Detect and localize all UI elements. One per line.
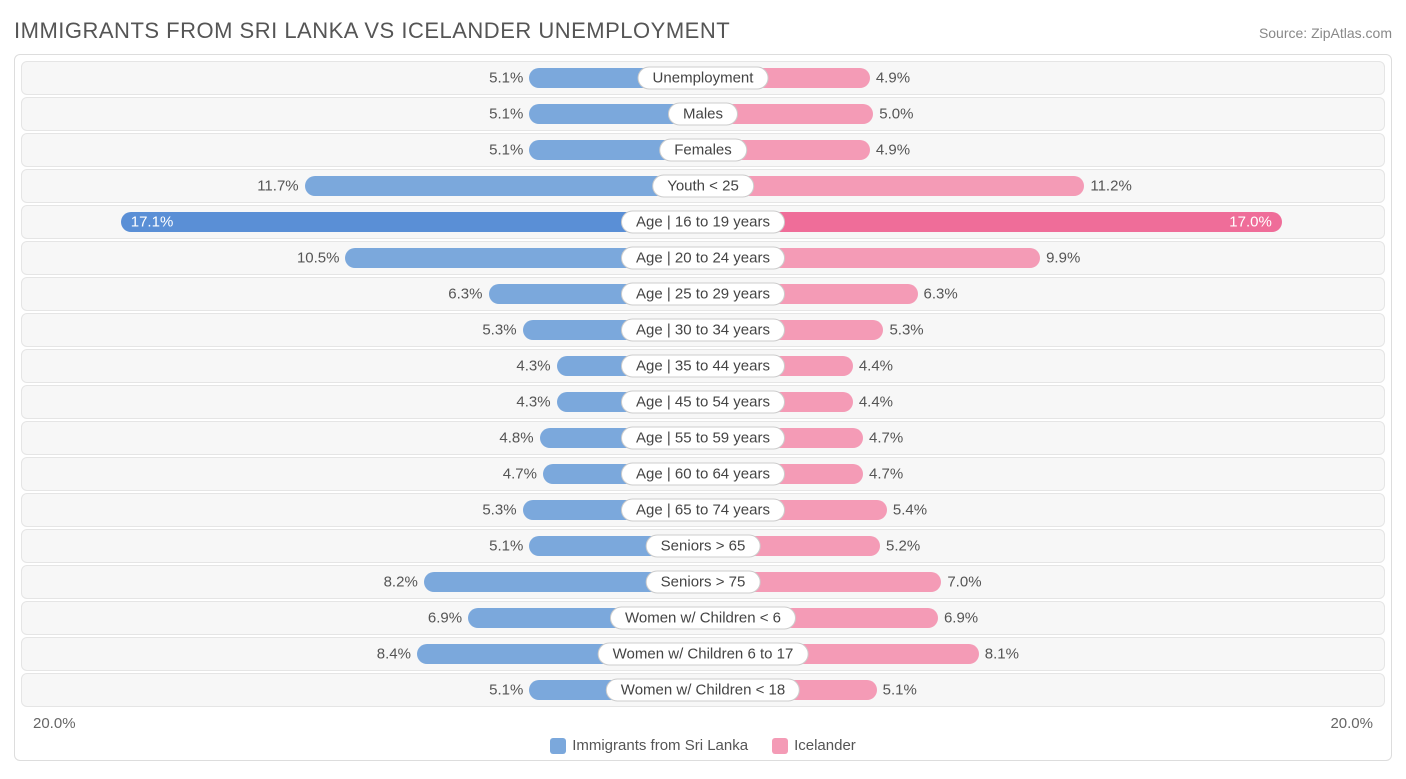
category-label: Unemployment: [638, 67, 769, 90]
chart-row: 10.5% 9.9% Age | 20 to 24 years: [21, 241, 1385, 275]
chart-row: 5.1% 4.9% Unemployment: [21, 61, 1385, 95]
legend-label-right: Icelander: [794, 737, 856, 754]
chart-body: 5.1% 4.9% Unemployment 5.1% 5.0% Males 5.1% 4.9…: [14, 54, 1392, 761]
category-label: Age | 35 to 44 years: [621, 355, 785, 378]
bar-right-value: 4.4%: [859, 358, 893, 375]
bar-right-value: 4.9%: [876, 70, 910, 87]
category-label: Age | 16 to 19 years: [621, 211, 785, 234]
bar-left-value: 4.3%: [516, 394, 550, 411]
category-label: Age | 65 to 74 years: [621, 499, 785, 522]
bar-right-value: 4.7%: [869, 466, 903, 483]
chart-row: 5.1% 5.2% Seniors > 65: [21, 529, 1385, 563]
chart-row: 5.3% 5.4% Age | 65 to 74 years: [21, 493, 1385, 527]
chart-source: Source: ZipAtlas.com: [1259, 25, 1392, 41]
legend-label-left: Immigrants from Sri Lanka: [572, 737, 748, 754]
bar-left-value: 10.5%: [297, 250, 340, 267]
chart-row: 5.1% 5.1% Women w/ Children < 18: [21, 673, 1385, 707]
bar-right-value: 5.0%: [879, 106, 913, 123]
bar-left-value: 5.3%: [482, 322, 516, 339]
category-label: Females: [659, 139, 747, 162]
legend-item-left: Immigrants from Sri Lanka: [550, 737, 748, 754]
bar-left-value: 5.1%: [489, 70, 523, 87]
bar-right-value: 4.9%: [876, 142, 910, 159]
category-label: Women w/ Children < 6: [610, 607, 796, 630]
bar-right-value: 5.2%: [886, 538, 920, 555]
category-label: Women w/ Children < 18: [606, 679, 800, 702]
category-label: Seniors > 75: [646, 571, 761, 594]
bar-left-value: 5.3%: [482, 502, 516, 519]
legend-item-right: Icelander: [772, 737, 856, 754]
bar-left-value: 5.1%: [489, 538, 523, 555]
bar-left-value: 8.2%: [384, 574, 418, 591]
bar-left-value: 5.1%: [489, 106, 523, 123]
bar-left-value: 4.3%: [516, 358, 550, 375]
chart-row: 5.1% 4.9% Females: [21, 133, 1385, 167]
chart-row: 4.3% 4.4% Age | 35 to 44 years: [21, 349, 1385, 383]
bar-left-value: 4.8%: [499, 430, 533, 447]
legend: Immigrants from Sri Lanka Icelander: [15, 737, 1391, 754]
chart-row: 8.4% 8.1% Women w/ Children 6 to 17: [21, 637, 1385, 671]
axis-labels: 20.0% 20.0%: [15, 709, 1391, 732]
chart-row: 17.1% 17.0% Age | 16 to 19 years: [21, 205, 1385, 239]
bar-left-value: 5.1%: [489, 142, 523, 159]
bar-right-value: 6.9%: [944, 610, 978, 627]
bar-right-value: 4.7%: [869, 430, 903, 447]
rows-container: 5.1% 4.9% Unemployment 5.1% 5.0% Males 5.1% 4.9…: [15, 61, 1391, 707]
category-label: Age | 55 to 59 years: [621, 427, 785, 450]
bar-left-value: 5.1%: [489, 682, 523, 699]
category-label: Age | 60 to 64 years: [621, 463, 785, 486]
bar-right-value: 5.1%: [883, 682, 917, 699]
category-label: Youth < 25: [652, 175, 754, 198]
category-label: Age | 20 to 24 years: [621, 247, 785, 270]
category-label: Males: [668, 103, 738, 126]
chart-row: 4.7% 4.7% Age | 60 to 64 years: [21, 457, 1385, 491]
bar-right: 17.0%: [703, 212, 1282, 232]
category-label: Seniors > 65: [646, 535, 761, 558]
chart-row: 4.8% 4.7% Age | 55 to 59 years: [21, 421, 1385, 455]
chart-row: 8.2% 7.0% Seniors > 75: [21, 565, 1385, 599]
axis-left-label: 20.0%: [33, 715, 76, 732]
bar-right-value: 5.4%: [893, 502, 927, 519]
category-label: Age | 45 to 54 years: [621, 391, 785, 414]
bar-right-value: 5.3%: [889, 322, 923, 339]
bar-right: 11.2%: [703, 176, 1084, 196]
chart-row: 4.3% 4.4% Age | 45 to 54 years: [21, 385, 1385, 419]
bar-right-value: 9.9%: [1046, 250, 1080, 267]
bar-left-value: 11.7%: [257, 178, 298, 195]
legend-swatch-left-icon: [550, 738, 566, 754]
bar-left: 17.1%: [121, 212, 703, 232]
chart-title: IMMIGRANTS FROM SRI LANKA VS ICELANDER U…: [14, 18, 730, 44]
bar-left-value: 8.4%: [377, 646, 411, 663]
chart-row: 6.9% 6.9% Women w/ Children < 6: [21, 601, 1385, 635]
legend-swatch-right-icon: [772, 738, 788, 754]
chart-row: 11.7%11.2%Youth < 25: [21, 169, 1385, 203]
bar-left-value: 6.3%: [448, 286, 482, 303]
category-label: Women w/ Children 6 to 17: [598, 643, 809, 666]
bar-right-value: 17.0%: [1229, 214, 1272, 231]
chart-row: 5.1% 5.0% Males: [21, 97, 1385, 131]
chart-row: 6.3% 6.3% Age | 25 to 29 years: [21, 277, 1385, 311]
category-label: Age | 25 to 29 years: [621, 283, 785, 306]
bar-left: 11.7%: [305, 176, 703, 196]
axis-right-label: 20.0%: [1330, 715, 1373, 732]
bar-right-value: 8.1%: [985, 646, 1019, 663]
chart-header: IMMIGRANTS FROM SRI LANKA VS ICELANDER U…: [14, 18, 1392, 44]
category-label: Age | 30 to 34 years: [621, 319, 785, 342]
bar-right-value: 11.2%: [1090, 178, 1131, 195]
bar-right-value: 7.0%: [947, 574, 981, 591]
bar-left-value: 17.1%: [131, 214, 174, 231]
bar-left-value: 6.9%: [428, 610, 462, 627]
chart-row: 5.3% 5.3% Age | 30 to 34 years: [21, 313, 1385, 347]
bar-right-value: 4.4%: [859, 394, 893, 411]
bar-left-value: 4.7%: [503, 466, 537, 483]
bar-right-value: 6.3%: [924, 286, 958, 303]
